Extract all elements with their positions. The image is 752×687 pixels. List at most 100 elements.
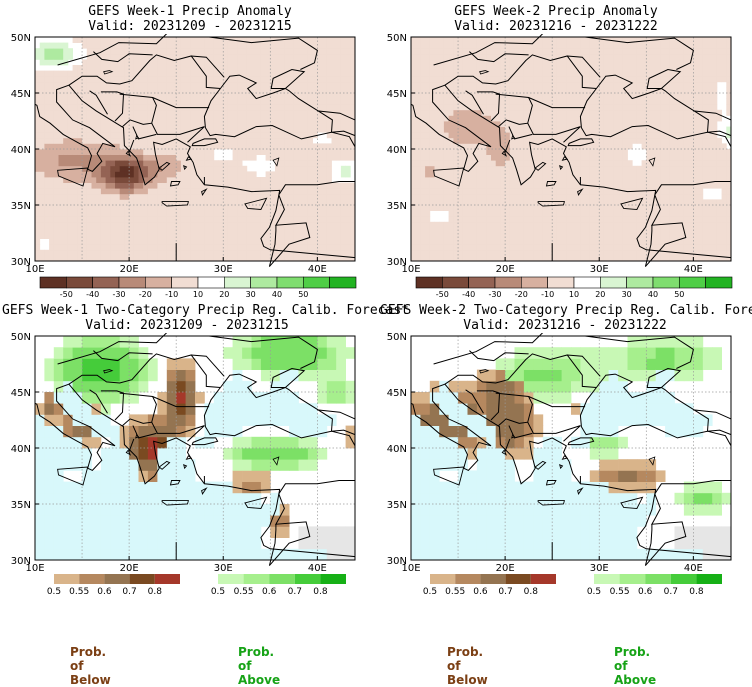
- grid-cell: [670, 188, 675, 194]
- grid-cell: [458, 43, 463, 49]
- grid-cell: [435, 110, 440, 116]
- grid-cell: [167, 43, 172, 49]
- grid-cell: [96, 87, 101, 93]
- grid-cell: [242, 177, 247, 183]
- grid-cell: [223, 177, 228, 183]
- grid-cell: [110, 233, 115, 239]
- grid-cell: [477, 149, 482, 155]
- grid-cell: [477, 37, 482, 43]
- grid-cell: [148, 99, 153, 105]
- grid-cell: [458, 48, 463, 54]
- grid-cell: [96, 177, 101, 183]
- grid-cell: [346, 59, 351, 65]
- grid-cell: [660, 239, 665, 245]
- grid-cell: [223, 244, 228, 250]
- grid-cell: [214, 244, 219, 250]
- grid-cell: [49, 143, 54, 149]
- grid-cell: [660, 155, 665, 161]
- grid-cell: [486, 155, 491, 161]
- grid-cell: [176, 115, 181, 121]
- grid-cell: [256, 211, 261, 217]
- grid-cell: [524, 171, 529, 177]
- grid-cell: [595, 250, 600, 256]
- grid-cell: [665, 199, 670, 205]
- grid-cell: [200, 160, 205, 166]
- grid-cell: [491, 82, 496, 88]
- grid-cell: [317, 171, 322, 177]
- grid-cell: [223, 222, 228, 228]
- grid-cell: [35, 121, 40, 127]
- grid-cell: [543, 82, 548, 88]
- grid-cell: [430, 194, 435, 200]
- grid-cell: [580, 87, 585, 93]
- grid-cell: [632, 239, 637, 245]
- grid-cell: [472, 82, 477, 88]
- grid-cell: [200, 250, 205, 256]
- grid-cell: [120, 115, 125, 121]
- grid-cell: [247, 99, 252, 105]
- grid-cell: [609, 222, 614, 228]
- grid-cell: [59, 121, 64, 127]
- grid-cell: [491, 138, 496, 144]
- grid-cell: [420, 205, 425, 211]
- grid-cell: [294, 71, 299, 77]
- grid-cell: [628, 233, 633, 239]
- grid-cell: [266, 59, 271, 65]
- panel-title-text: GEFS Week-1 Precip Anomaly: [20, 4, 360, 19]
- grid-cell: [505, 121, 510, 127]
- grid-cell: [139, 188, 144, 194]
- grid-cell: [646, 171, 651, 177]
- grid-cell: [557, 239, 562, 245]
- grid-cell: [237, 99, 242, 105]
- grid-cell: [665, 166, 670, 172]
- grid-cell: [233, 87, 238, 93]
- grid-cell: [289, 216, 294, 222]
- colorbar-swatch: [119, 277, 145, 288]
- colorbar-label: 10: [193, 290, 203, 299]
- grid-cell: [552, 199, 557, 205]
- grid-cell: [660, 171, 665, 177]
- grid-cell: [543, 188, 548, 194]
- grid-cell: [237, 87, 242, 93]
- grid-cell: [458, 71, 463, 77]
- grid-cell: [411, 194, 416, 200]
- grid-cell: [167, 127, 172, 133]
- grid-cell: [651, 155, 656, 161]
- grid-cell: [665, 104, 670, 110]
- grid-cell: [115, 37, 120, 43]
- grid-cell: [449, 205, 454, 211]
- grid-cell: [670, 59, 675, 65]
- grid-cell: [585, 194, 590, 200]
- grid-cell: [299, 205, 304, 211]
- grid-cell: [656, 104, 661, 110]
- grid-cell: [675, 211, 680, 217]
- grid-cell: [68, 87, 73, 93]
- grid-cell: [491, 183, 496, 189]
- grid-cell: [96, 199, 101, 205]
- grid-cell: [637, 115, 642, 121]
- panel-title: GEFS Week-2 Precip Anomaly Valid: 202312…: [386, 4, 726, 34]
- grid-cell: [538, 76, 543, 82]
- grid-cell: [346, 244, 351, 250]
- grid-cell: [566, 115, 571, 121]
- grid-cell: [468, 82, 473, 88]
- grid-cell: [416, 166, 421, 172]
- grid-cell: [430, 239, 435, 245]
- grid-cell: [660, 227, 665, 233]
- grid-cell: [92, 171, 97, 177]
- grid-cell: [186, 239, 191, 245]
- grid-cell: [618, 104, 623, 110]
- grid-cell: [609, 127, 614, 133]
- grid-cell: [148, 48, 153, 54]
- grid-cell: [143, 104, 148, 110]
- grid-cell: [129, 211, 134, 217]
- grid-cell: [618, 149, 623, 155]
- grid-cell: [195, 65, 200, 71]
- grid-cell: [35, 93, 40, 99]
- grid-cell: [670, 160, 675, 166]
- grid-cell: [96, 127, 101, 133]
- grid-cell: [252, 183, 257, 189]
- grid-cell: [425, 115, 430, 121]
- grid-cell: [303, 54, 308, 60]
- grid-cell: [411, 205, 416, 211]
